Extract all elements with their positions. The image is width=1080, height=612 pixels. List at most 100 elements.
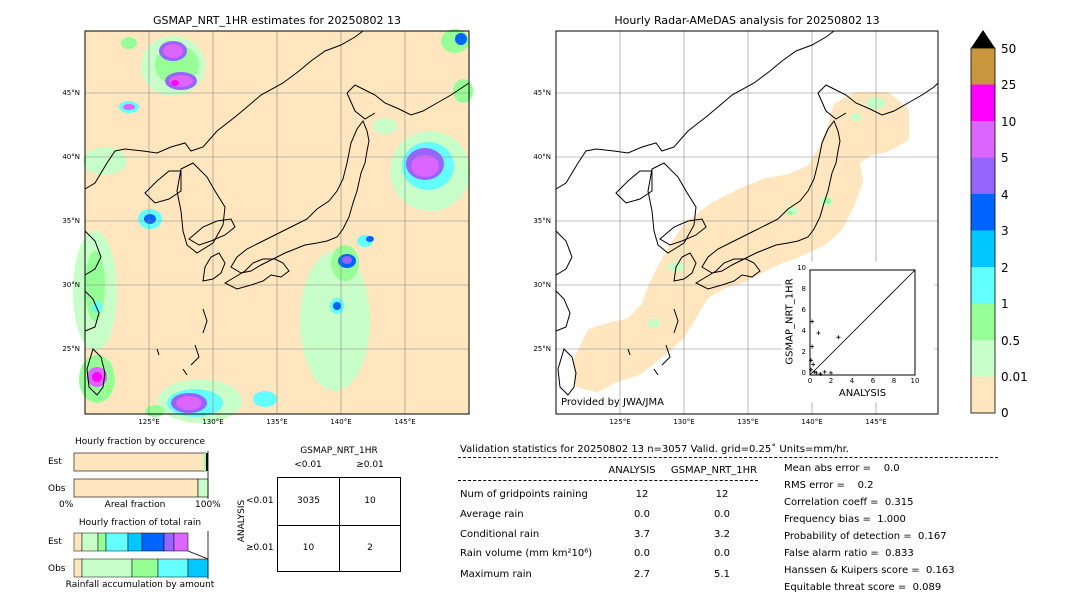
score-line: Hanssen & Kuipers score = 0.163	[784, 565, 955, 576]
radar-credit: Provided by JWA/JMA	[561, 397, 664, 408]
scatter-point	[818, 371, 823, 376]
validation-row-analysis: 3.7	[634, 529, 650, 540]
right-lon-label: 135°E	[737, 418, 759, 426]
left-lat-label: 30°N	[62, 281, 80, 289]
left-map-title: GSMAP_NRT_1HR estimates for 20250802 13	[152, 14, 402, 27]
validation-row-label: Average rain	[460, 509, 524, 520]
scatter-ytick: 6	[801, 306, 806, 314]
score-line: Frequency bias = 1.000	[784, 514, 906, 525]
validation-col-analysis: ANALYSIS	[608, 465, 656, 476]
right-lon-label: 125°E	[609, 418, 631, 426]
colorbar-over-arrow	[971, 30, 995, 48]
validation-subdivider	[458, 480, 758, 481]
colorbar-swatch	[971, 340, 995, 377]
scatter-point	[829, 370, 833, 375]
validation-row-analysis: 12	[635, 489, 649, 500]
left-map	[73, 29, 473, 423]
colorbar-label: 25	[1001, 78, 1017, 92]
right-lat-label: 35°N	[533, 217, 551, 225]
left-lat-label: 40°N	[62, 153, 80, 161]
validation-col-gsmap: GSMAP_NRT_1HR	[670, 465, 758, 476]
occurrence-bars	[73, 451, 209, 499]
validation-header: Validation statistics for 20250802 13 n=…	[460, 444, 849, 455]
contingency-cell: 10	[364, 496, 376, 506]
contingency-row-header: ≥0.01	[246, 543, 274, 553]
validation-row-gsmap: 5.1	[714, 569, 730, 580]
scatter-point	[814, 370, 819, 375]
scatter-ytick: 10	[797, 264, 806, 272]
colorbar-label: 5	[1001, 151, 1009, 165]
validation-row-gsmap: 0.0	[714, 509, 730, 520]
validation-row-label: Rain volume (mm km²10⁶)	[460, 548, 593, 559]
score-line: RMS error = 0.2	[784, 480, 874, 491]
colorbar-label: 4	[1001, 188, 1009, 202]
occurrence-xaxis-left: 0%	[59, 500, 74, 510]
left-lon-label: 140°E	[330, 418, 352, 426]
contingency-col-header: <0.01	[294, 460, 322, 470]
scatter-point	[809, 358, 814, 363]
validation-row-label: Maximum rain	[460, 569, 532, 580]
scatter-point	[810, 344, 815, 349]
left-lon-label: 145°E	[394, 418, 416, 426]
validation-row-analysis: 0.0	[634, 509, 650, 520]
left-lon-label: 135°E	[266, 418, 288, 426]
right-lat-label: 25°N	[533, 345, 551, 353]
scatter-xtick: 2	[828, 377, 834, 385]
scatter-ytick: 0	[801, 369, 806, 377]
validation-row-label: Num of gridpoints raining	[460, 489, 588, 500]
colorbar-label: 0	[1001, 406, 1009, 420]
colorbar	[970, 30, 996, 414]
total-rain-xlabel: Rainfall accumulation by amount	[65, 580, 215, 590]
scatter-ytick: 8	[801, 285, 806, 293]
scatter-point	[812, 369, 817, 374]
scatter-point	[810, 319, 815, 324]
contingency-cell: 3035	[297, 496, 320, 506]
score-line: Mean abs error = 0.0	[784, 463, 900, 474]
occurrence-xaxis-right: 100%	[195, 500, 221, 510]
scatter-xtick: 0	[807, 377, 813, 385]
validation-row-gsmap: 3.2	[714, 529, 730, 540]
score-line: Correlation coeff = 0.315	[784, 497, 914, 508]
score-line: False alarm ratio = 0.833	[784, 548, 914, 559]
occurrence-row-label: Est	[48, 457, 62, 467]
left-lat-label: 35°N	[62, 217, 80, 225]
colorbar-swatch	[971, 267, 995, 304]
left-map-rain	[73, 29, 473, 423]
colorbar-label: 0.5	[1001, 334, 1021, 348]
scatter-xtick: 8	[891, 377, 897, 385]
right-map-title: Hourly Radar-AMeDAS analysis for 2025080…	[614, 14, 880, 27]
scatter-xtick: 10	[910, 377, 920, 385]
occurrence-row-label: Obs	[48, 484, 66, 494]
scatter-point	[809, 367, 814, 372]
scatter-point	[822, 369, 827, 374]
validation-row-gsmap: 0.0	[714, 548, 730, 559]
validation-row-analysis: 0.0	[634, 548, 650, 559]
colorbar-label: 3	[1001, 224, 1009, 238]
colorbar-label: 1	[1001, 297, 1009, 311]
scatter-plot	[809, 269, 916, 376]
left-lat-label: 45°N	[62, 89, 80, 97]
occurrence-title: Hourly fraction by occurence	[74, 437, 206, 447]
contingency-grid: 3035 10 10 2	[277, 477, 401, 572]
colorbar-swatch	[971, 230, 995, 268]
scatter-ytick: 2	[801, 348, 806, 356]
contingency-row-header: <0.01	[246, 496, 274, 506]
contingency-col-header: ≥0.01	[356, 460, 384, 470]
left-lon-label: 130°E	[202, 418, 224, 426]
right-lon-label: 145°E	[865, 418, 887, 426]
validation-row-label: Conditional rain	[460, 529, 540, 540]
colorbar-swatch	[971, 303, 995, 341]
validation-row-analysis: 2.7	[634, 569, 650, 580]
contingency-title: GSMAP_NRT_1HR	[300, 446, 378, 456]
colorbar-label: 50	[1001, 42, 1017, 56]
total-rain-row-label: Obs	[48, 564, 66, 574]
scatter-point	[836, 335, 841, 340]
validation-row-gsmap: 12	[715, 489, 729, 500]
scatter-point	[816, 331, 821, 335]
colorbar-swatch	[971, 48, 995, 85]
colorbar-swatch	[971, 157, 995, 195]
right-lon-label: 130°E	[673, 418, 695, 426]
score-line: Equitable threat score = 0.089	[784, 582, 942, 593]
contingency-cell: 2	[367, 543, 373, 553]
right-map	[555, 30, 939, 415]
